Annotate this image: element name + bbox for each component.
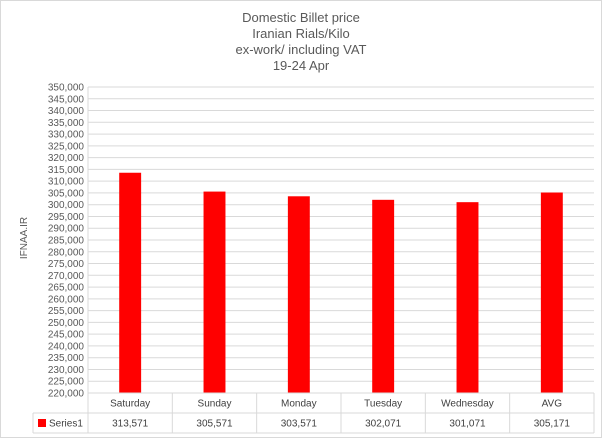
y-tick-label: 310,000 (48, 177, 85, 188)
data-label: 305,171 (534, 419, 571, 430)
bar-avg (540, 192, 563, 393)
y-tick-label: 295,000 (48, 212, 85, 223)
y-tick-label: 280,000 (48, 247, 85, 258)
y-tick-label: 250,000 (48, 318, 85, 329)
y-tick-label: 325,000 (48, 141, 85, 152)
y-tick-label: 240,000 (48, 341, 85, 352)
bar-wednesday (456, 202, 479, 393)
y-tick-label: 315,000 (48, 165, 85, 176)
data-label: 301,071 (449, 419, 486, 430)
y-tick-label: 220,000 (48, 389, 85, 400)
x-category-label: Monday (281, 399, 317, 410)
y-tick-label: 320,000 (48, 153, 85, 164)
title-line-4: 19-24 Apr (272, 58, 330, 73)
y-tick-label: 285,000 (48, 236, 85, 247)
y-tick-label: 245,000 (48, 330, 85, 341)
y-axis-label: IFNAA.IR (19, 217, 30, 259)
y-tick-label: 230,000 (48, 365, 85, 376)
y-tick-label: 235,000 (48, 353, 85, 364)
bar-sunday (203, 191, 226, 393)
y-tick-label: 350,000 (48, 83, 85, 94)
bars (119, 172, 563, 393)
y-tick-label: 340,000 (48, 106, 85, 117)
title-line-1: Domestic Billet price (242, 10, 360, 25)
y-tick-label: 345,000 (48, 94, 85, 105)
data-label: 305,571 (196, 419, 233, 430)
title-line-3: ex-work/ including VAT (235, 42, 367, 57)
x-category-label: AVG (542, 399, 563, 410)
x-category-label: Tuesday (364, 399, 402, 410)
legend-key (38, 419, 46, 427)
legend-series-name: Series1 (49, 419, 83, 430)
data-table: Saturday 313,571 Sunday 305,571 Monday 303,57… (32, 392, 595, 434)
x-category-label: Sunday (198, 399, 232, 410)
bar-saturday (119, 172, 142, 393)
chart-title: Domestic Billet price Iranian Rials/Kilo… (0, 10, 602, 74)
y-tick-label: 330,000 (48, 130, 85, 141)
bar-monday (287, 196, 310, 393)
x-category-label: Saturday (110, 399, 150, 410)
y-tick-label: 335,000 (48, 118, 85, 129)
y-tick-label: 300,000 (48, 200, 85, 211)
y-tick-label: 255,000 (48, 306, 85, 317)
y-tick-label: 305,000 (48, 188, 85, 199)
y-axis: 220,000225,000230,000235,000240,000245,0… (48, 83, 85, 400)
y-tick-label: 225,000 (48, 377, 85, 388)
data-label: 303,571 (281, 419, 318, 430)
y-tick-label: 275,000 (48, 259, 85, 270)
y-tick-label: 265,000 (48, 283, 85, 294)
bar-tuesday (372, 199, 395, 393)
data-label: 313,571 (112, 419, 149, 430)
y-tick-label: 260,000 (48, 294, 85, 305)
title-line-2: Iranian Rials/Kilo (252, 26, 350, 41)
y-tick-label: 290,000 (48, 224, 85, 235)
x-category-label: Wednesday (441, 399, 494, 410)
gridlines (87, 86, 594, 394)
y-tick-label: 270,000 (48, 271, 85, 282)
data-label: 302,071 (365, 419, 402, 430)
